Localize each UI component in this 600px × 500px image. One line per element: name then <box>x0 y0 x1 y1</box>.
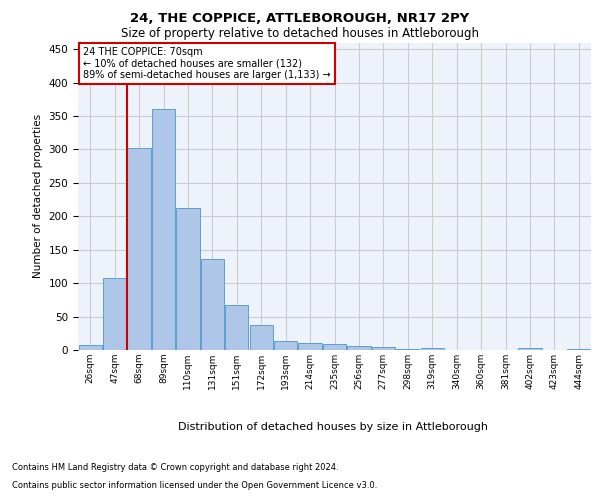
Bar <box>152 110 175 350</box>
Bar <box>347 346 371 350</box>
Text: 24 THE COPPICE: 70sqm
← 10% of detached houses are smaller (132)
89% of semi-det: 24 THE COPPICE: 70sqm ← 10% of detached … <box>83 47 331 80</box>
Bar <box>567 348 590 350</box>
Bar <box>201 259 224 350</box>
Bar <box>421 348 444 350</box>
Text: Contains public sector information licensed under the Open Government Licence v3: Contains public sector information licen… <box>12 481 377 490</box>
Bar <box>103 278 126 350</box>
Bar <box>79 344 102 350</box>
Bar <box>298 344 322 350</box>
Text: Contains HM Land Registry data © Crown copyright and database right 2024.: Contains HM Land Registry data © Crown c… <box>12 464 338 472</box>
Bar <box>274 342 297 350</box>
Bar <box>518 348 542 350</box>
Bar <box>225 304 248 350</box>
Bar <box>372 348 395 350</box>
Y-axis label: Number of detached properties: Number of detached properties <box>33 114 43 278</box>
Text: 24, THE COPPICE, ATTLEBOROUGH, NR17 2PY: 24, THE COPPICE, ATTLEBOROUGH, NR17 2PY <box>130 12 470 26</box>
Text: Distribution of detached houses by size in Attleborough: Distribution of detached houses by size … <box>178 422 488 432</box>
Bar <box>176 208 200 350</box>
Text: Size of property relative to detached houses in Attleborough: Size of property relative to detached ho… <box>121 28 479 40</box>
Bar <box>323 344 346 350</box>
Bar <box>127 148 151 350</box>
Bar <box>250 324 273 350</box>
